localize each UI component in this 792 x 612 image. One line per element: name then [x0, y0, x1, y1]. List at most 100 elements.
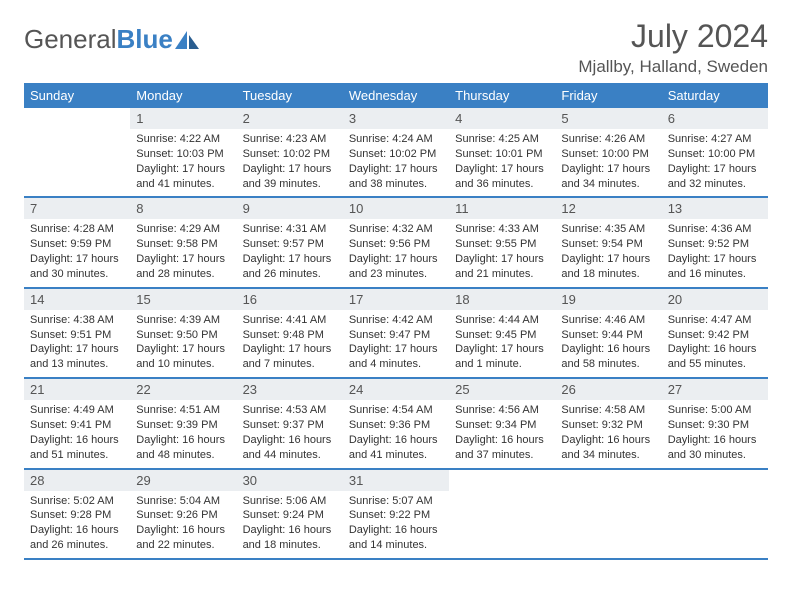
calendar-cell: 23Sunrise: 4:53 AMSunset: 9:37 PMDayligh…: [237, 378, 343, 468]
day-header: Tuesday: [237, 83, 343, 108]
day-number: 17: [343, 289, 449, 310]
day-number: 7: [24, 198, 130, 219]
calendar-cell: 27Sunrise: 5:00 AMSunset: 9:30 PMDayligh…: [662, 378, 768, 468]
day-number: 9: [237, 198, 343, 219]
day-number: 11: [449, 198, 555, 219]
calendar-cell: 12Sunrise: 4:35 AMSunset: 9:54 PMDayligh…: [555, 197, 661, 287]
calendar-cell: 22Sunrise: 4:51 AMSunset: 9:39 PMDayligh…: [130, 378, 236, 468]
day-details: Sunrise: 5:00 AMSunset: 9:30 PMDaylight:…: [662, 400, 768, 467]
calendar-cell: 6Sunrise: 4:27 AMSunset: 10:00 PMDayligh…: [662, 108, 768, 197]
day-details: Sunrise: 4:44 AMSunset: 9:45 PMDaylight:…: [449, 310, 555, 377]
title-block: July 2024 Mjallby, Halland, Sweden: [578, 18, 768, 77]
calendar-cell: ..: [24, 108, 130, 197]
day-number: 12: [555, 198, 661, 219]
day-details: Sunrise: 4:51 AMSunset: 9:39 PMDaylight:…: [130, 400, 236, 467]
day-number: 1: [130, 108, 236, 129]
day-number: 6: [662, 108, 768, 129]
day-number: 26: [555, 379, 661, 400]
day-details: Sunrise: 4:41 AMSunset: 9:48 PMDaylight:…: [237, 310, 343, 377]
day-header: Sunday: [24, 83, 130, 108]
day-details: Sunrise: 4:46 AMSunset: 9:44 PMDaylight:…: [555, 310, 661, 377]
calendar-cell: 21Sunrise: 4:49 AMSunset: 9:41 PMDayligh…: [24, 378, 130, 468]
day-header: Saturday: [662, 83, 768, 108]
sail-icon: [175, 31, 201, 49]
calendar-header-row: SundayMondayTuesdayWednesdayThursdayFrid…: [24, 83, 768, 108]
day-details: Sunrise: 4:31 AMSunset: 9:57 PMDaylight:…: [237, 219, 343, 286]
calendar-cell: 15Sunrise: 4:39 AMSunset: 9:50 PMDayligh…: [130, 288, 236, 378]
calendar-cell: 5Sunrise: 4:26 AMSunset: 10:00 PMDayligh…: [555, 108, 661, 197]
day-number: 2: [237, 108, 343, 129]
day-details: Sunrise: 4:22 AMSunset: 10:03 PMDaylight…: [130, 129, 236, 196]
day-header: Friday: [555, 83, 661, 108]
header: GeneralBlue July 2024 Mjallby, Halland, …: [24, 18, 768, 77]
calendar-cell: 29Sunrise: 5:04 AMSunset: 9:26 PMDayligh…: [130, 469, 236, 559]
day-details: Sunrise: 4:23 AMSunset: 10:02 PMDaylight…: [237, 129, 343, 196]
calendar-cell: 10Sunrise: 4:32 AMSunset: 9:56 PMDayligh…: [343, 197, 449, 287]
calendar-body: ..1Sunrise: 4:22 AMSunset: 10:03 PMDayli…: [24, 108, 768, 559]
calendar-cell: 28Sunrise: 5:02 AMSunset: 9:28 PMDayligh…: [24, 469, 130, 559]
day-number: 10: [343, 198, 449, 219]
calendar-cell: 9Sunrise: 4:31 AMSunset: 9:57 PMDaylight…: [237, 197, 343, 287]
day-header: Wednesday: [343, 83, 449, 108]
calendar-cell: 1Sunrise: 4:22 AMSunset: 10:03 PMDayligh…: [130, 108, 236, 197]
calendar-cell: 30Sunrise: 5:06 AMSunset: 9:24 PMDayligh…: [237, 469, 343, 559]
day-details: Sunrise: 5:06 AMSunset: 9:24 PMDaylight:…: [237, 491, 343, 558]
day-number: 13: [662, 198, 768, 219]
month-title: July 2024: [578, 18, 768, 55]
day-number: 22: [130, 379, 236, 400]
day-details: Sunrise: 4:58 AMSunset: 9:32 PMDaylight:…: [555, 400, 661, 467]
day-number: 16: [237, 289, 343, 310]
calendar-cell: 4Sunrise: 4:25 AMSunset: 10:01 PMDayligh…: [449, 108, 555, 197]
calendar-cell: 8Sunrise: 4:29 AMSunset: 9:58 PMDaylight…: [130, 197, 236, 287]
day-number: 23: [237, 379, 343, 400]
day-number: 3: [343, 108, 449, 129]
day-number: 15: [130, 289, 236, 310]
day-header: Thursday: [449, 83, 555, 108]
day-number: 4: [449, 108, 555, 129]
calendar-cell: 20Sunrise: 4:47 AMSunset: 9:42 PMDayligh…: [662, 288, 768, 378]
calendar-cell: ..: [662, 469, 768, 559]
day-details: Sunrise: 4:25 AMSunset: 10:01 PMDaylight…: [449, 129, 555, 196]
day-number: 28: [24, 470, 130, 491]
day-header: Monday: [130, 83, 236, 108]
day-number: 30: [237, 470, 343, 491]
calendar-cell: 14Sunrise: 4:38 AMSunset: 9:51 PMDayligh…: [24, 288, 130, 378]
day-number: 20: [662, 289, 768, 310]
brand-part2: Blue: [117, 24, 173, 55]
day-number: 31: [343, 470, 449, 491]
day-details: Sunrise: 4:47 AMSunset: 9:42 PMDaylight:…: [662, 310, 768, 377]
day-details: Sunrise: 4:53 AMSunset: 9:37 PMDaylight:…: [237, 400, 343, 467]
calendar-cell: 31Sunrise: 5:07 AMSunset: 9:22 PMDayligh…: [343, 469, 449, 559]
day-number: 14: [24, 289, 130, 310]
calendar-cell: 13Sunrise: 4:36 AMSunset: 9:52 PMDayligh…: [662, 197, 768, 287]
day-number: 24: [343, 379, 449, 400]
calendar-cell: ..: [555, 469, 661, 559]
brand-part1: General: [24, 24, 117, 55]
day-details: Sunrise: 4:54 AMSunset: 9:36 PMDaylight:…: [343, 400, 449, 467]
day-details: Sunrise: 4:32 AMSunset: 9:56 PMDaylight:…: [343, 219, 449, 286]
day-details: Sunrise: 4:28 AMSunset: 9:59 PMDaylight:…: [24, 219, 130, 286]
day-number: 27: [662, 379, 768, 400]
calendar-cell: 18Sunrise: 4:44 AMSunset: 9:45 PMDayligh…: [449, 288, 555, 378]
calendar-cell: 11Sunrise: 4:33 AMSunset: 9:55 PMDayligh…: [449, 197, 555, 287]
calendar-cell: 16Sunrise: 4:41 AMSunset: 9:48 PMDayligh…: [237, 288, 343, 378]
day-details: Sunrise: 4:42 AMSunset: 9:47 PMDaylight:…: [343, 310, 449, 377]
day-number: 29: [130, 470, 236, 491]
day-details: Sunrise: 4:35 AMSunset: 9:54 PMDaylight:…: [555, 219, 661, 286]
day-details: Sunrise: 4:39 AMSunset: 9:50 PMDaylight:…: [130, 310, 236, 377]
day-details: Sunrise: 5:02 AMSunset: 9:28 PMDaylight:…: [24, 491, 130, 558]
calendar-cell: 25Sunrise: 4:56 AMSunset: 9:34 PMDayligh…: [449, 378, 555, 468]
location: Mjallby, Halland, Sweden: [578, 57, 768, 77]
day-details: Sunrise: 4:38 AMSunset: 9:51 PMDaylight:…: [24, 310, 130, 377]
day-details: Sunrise: 4:29 AMSunset: 9:58 PMDaylight:…: [130, 219, 236, 286]
calendar-table: SundayMondayTuesdayWednesdayThursdayFrid…: [24, 83, 768, 560]
day-details: Sunrise: 5:04 AMSunset: 9:26 PMDaylight:…: [130, 491, 236, 558]
calendar-cell: ..: [449, 469, 555, 559]
day-number: 21: [24, 379, 130, 400]
day-details: Sunrise: 4:36 AMSunset: 9:52 PMDaylight:…: [662, 219, 768, 286]
calendar-cell: 2Sunrise: 4:23 AMSunset: 10:02 PMDayligh…: [237, 108, 343, 197]
day-details: Sunrise: 4:27 AMSunset: 10:00 PMDaylight…: [662, 129, 768, 196]
calendar-cell: 17Sunrise: 4:42 AMSunset: 9:47 PMDayligh…: [343, 288, 449, 378]
day-number: 25: [449, 379, 555, 400]
day-number: 19: [555, 289, 661, 310]
